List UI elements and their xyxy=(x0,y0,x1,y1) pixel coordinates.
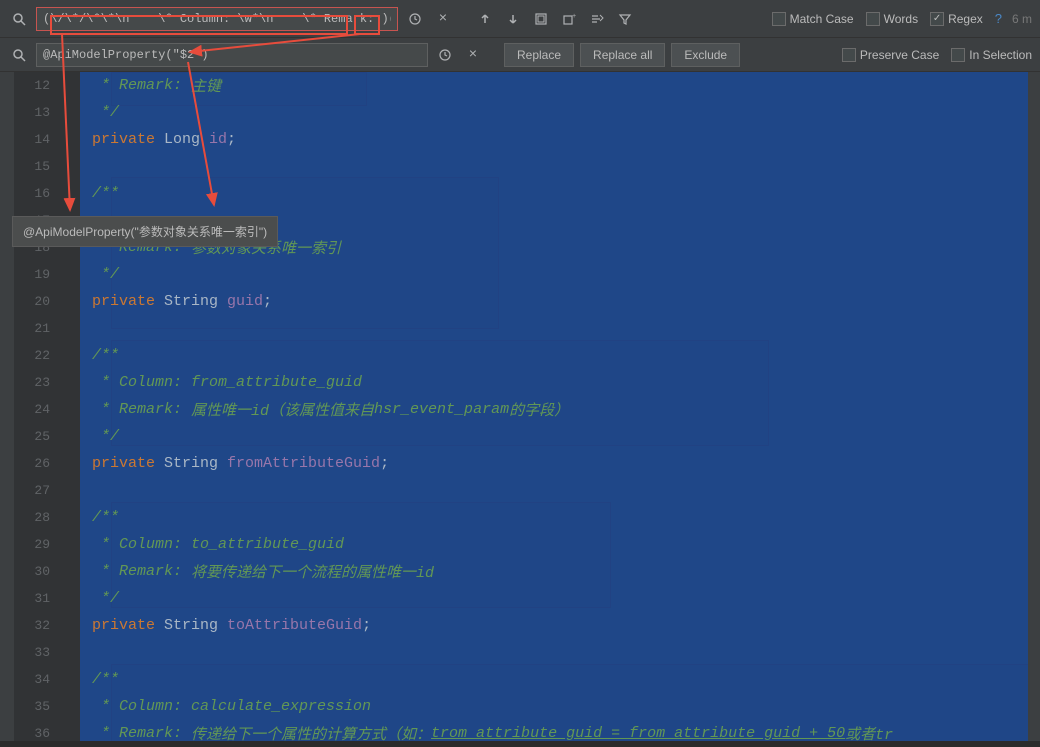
add-selection-icon[interactable]: + xyxy=(558,8,580,30)
code-line[interactable]: * Remark: 传递给下一个属性的计算方式（如：trom_attribute… xyxy=(80,720,1040,741)
regex-checkbox[interactable]: Regex xyxy=(930,12,983,26)
code-line[interactable]: /** xyxy=(80,504,1040,531)
replace-input[interactable] xyxy=(36,43,428,67)
line-number: 24 xyxy=(14,396,66,423)
line-number: 13 xyxy=(14,99,66,126)
replace-button[interactable]: Replace xyxy=(504,43,574,67)
code-line[interactable] xyxy=(80,477,1040,504)
code-line[interactable]: * Column: calculate_expression xyxy=(80,693,1040,720)
preserve-case-checkbox[interactable]: Preserve Case xyxy=(842,48,939,62)
prev-match-icon[interactable] xyxy=(474,8,496,30)
code-line[interactable]: * Remark: 主键 xyxy=(80,72,1040,99)
line-number: 21 xyxy=(14,315,66,342)
code-line[interactable]: * Column: from_attribute_guid xyxy=(80,369,1040,396)
code-line[interactable] xyxy=(80,639,1040,666)
code-line[interactable]: * Remark: 属性唯一id（该属性值来自hsr_event_param的字… xyxy=(80,396,1040,423)
help-icon[interactable]: ? xyxy=(995,11,1002,26)
find-input[interactable] xyxy=(36,7,398,31)
line-number: 35 xyxy=(14,693,66,720)
line-number: 27 xyxy=(14,477,66,504)
history-icon[interactable] xyxy=(404,8,426,30)
line-number: 16 xyxy=(14,180,66,207)
left-gutter xyxy=(0,72,14,741)
in-selection-checkbox[interactable]: In Selection xyxy=(951,48,1032,62)
line-number: 32 xyxy=(14,612,66,639)
code-line[interactable]: */ xyxy=(80,585,1040,612)
code-line[interactable] xyxy=(80,315,1040,342)
fold-gutter xyxy=(66,72,80,741)
code-line[interactable]: private Long id; xyxy=(80,126,1040,153)
words-checkbox[interactable]: Words xyxy=(866,12,918,26)
editor: 1213141516171819202122232425262728293031… xyxy=(0,72,1040,741)
match-case-checkbox[interactable]: Match Case xyxy=(772,12,854,26)
line-number: 36 xyxy=(14,720,66,747)
regex-label: Regex xyxy=(948,12,983,26)
line-number: 34 xyxy=(14,666,66,693)
next-match-icon[interactable] xyxy=(502,8,524,30)
exclude-button[interactable]: Exclude xyxy=(671,43,740,67)
tooltip-text: @ApiModelProperty("参数对象关系唯一索引") xyxy=(23,225,267,239)
in-selection-label: In Selection xyxy=(969,48,1032,62)
match-case-label: Match Case xyxy=(790,12,854,26)
line-number: 14 xyxy=(14,126,66,153)
replace-history-icon[interactable] xyxy=(434,44,456,66)
line-number: 25 xyxy=(14,423,66,450)
line-number: 15 xyxy=(14,153,66,180)
code-line[interactable]: private String fromAttributeGuid; xyxy=(80,450,1040,477)
replace-toolbar: × Replace Replace all Exclude Preserve C… xyxy=(0,38,1040,72)
line-number: 23 xyxy=(14,369,66,396)
search-icon[interactable] xyxy=(8,8,30,30)
code-line[interactable] xyxy=(80,153,1040,180)
code-line[interactable]: private String toAttributeGuid; xyxy=(80,612,1040,639)
clear-find-icon[interactable]: × xyxy=(432,8,454,30)
line-number: 28 xyxy=(14,504,66,531)
preserve-case-label: Preserve Case xyxy=(860,48,939,62)
code-line[interactable]: * Remark: 将要传递给下一个流程的属性唯一id xyxy=(80,558,1040,585)
line-number: 19 xyxy=(14,261,66,288)
code-line[interactable]: */ xyxy=(80,261,1040,288)
filter-icon[interactable] xyxy=(614,8,636,30)
code-line[interactable]: /** xyxy=(80,180,1040,207)
select-all-icon[interactable] xyxy=(530,8,552,30)
replace-icon[interactable] xyxy=(8,44,30,66)
code-line[interactable]: private String guid; xyxy=(80,288,1040,315)
line-number: 30 xyxy=(14,558,66,585)
line-number-gutter: 1213141516171819202122232425262728293031… xyxy=(14,72,66,741)
code-line[interactable]: */ xyxy=(80,99,1040,126)
line-number: 20 xyxy=(14,288,66,315)
line-number: 26 xyxy=(14,450,66,477)
code-line[interactable]: */ xyxy=(80,423,1040,450)
line-number: 31 xyxy=(14,585,66,612)
words-label: Words xyxy=(884,12,918,26)
code-line[interactable]: /** xyxy=(80,666,1040,693)
match-count: 6 m xyxy=(1012,12,1032,26)
code-area[interactable]: * Remark: 主键 */ private Long id; /** * R… xyxy=(80,72,1040,741)
clear-replace-icon[interactable]: × xyxy=(462,44,484,66)
line-number: 33 xyxy=(14,639,66,666)
line-number: 29 xyxy=(14,531,66,558)
svg-text:+: + xyxy=(572,13,576,21)
find-toolbar: × + Match Case Words Regex ? 6 m xyxy=(0,0,1040,38)
replace-all-button[interactable]: Replace all xyxy=(580,43,665,67)
line-number: 22 xyxy=(14,342,66,369)
scrollbar[interactable] xyxy=(1028,72,1040,741)
line-number: 12 xyxy=(14,72,66,99)
tooltip: @ApiModelProperty("参数对象关系唯一索引") xyxy=(12,216,278,247)
code-line[interactable]: * Column: to_attribute_guid xyxy=(80,531,1040,558)
toggle-multiline-icon[interactable] xyxy=(586,8,608,30)
code-line[interactable]: /** xyxy=(80,342,1040,369)
